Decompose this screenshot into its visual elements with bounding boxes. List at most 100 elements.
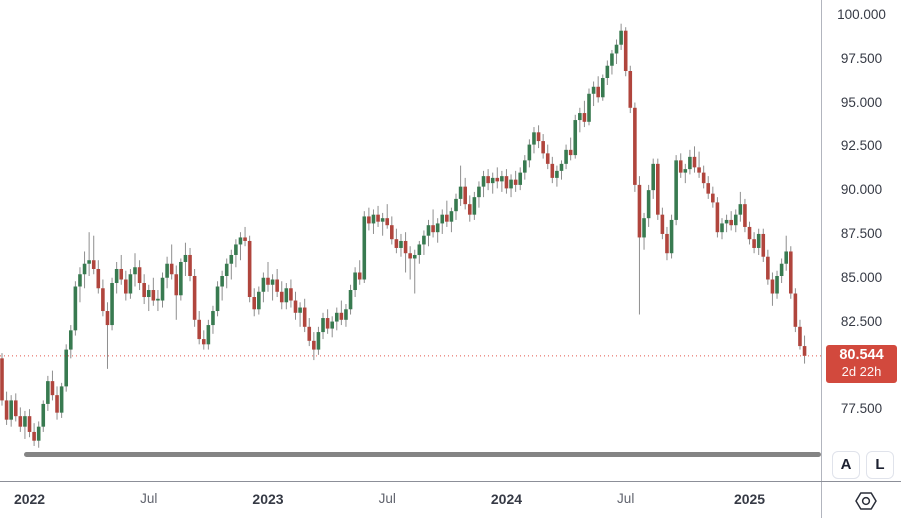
price-tick-label: 82.500 xyxy=(840,313,883,329)
candle-body xyxy=(179,261,183,296)
candle-body xyxy=(151,290,156,301)
candle-countdown: 2d 22h xyxy=(841,363,882,379)
candle-body xyxy=(101,288,105,312)
time-axis-label-2025: 2025 xyxy=(733,491,766,507)
candle-body xyxy=(490,177,495,184)
pane-separator-handle[interactable] xyxy=(24,452,821,457)
candle-body xyxy=(477,186,481,198)
candle-body xyxy=(449,211,454,222)
candle-body xyxy=(23,416,27,427)
candle-body xyxy=(784,251,789,264)
candle-body xyxy=(605,65,610,79)
candle-body xyxy=(747,226,752,240)
candle-body xyxy=(701,172,706,184)
candle-body xyxy=(733,214,738,226)
candle-body xyxy=(321,318,325,333)
candlestick-chart[interactable] xyxy=(0,0,821,481)
settings-icon xyxy=(855,492,877,510)
candle-body xyxy=(545,153,550,164)
candle-body xyxy=(169,263,174,275)
candle-body xyxy=(651,163,656,191)
candle-body xyxy=(578,113,582,121)
candle-body xyxy=(325,318,330,329)
price-tick-label: 95.000 xyxy=(840,94,883,110)
candle-body xyxy=(41,403,46,427)
candle-body xyxy=(64,349,68,387)
candle-body xyxy=(683,169,688,173)
candle-body xyxy=(380,218,385,222)
candle-body xyxy=(160,277,165,301)
candle-body xyxy=(36,426,41,441)
candle-body xyxy=(371,214,376,224)
candle-body xyxy=(114,268,119,284)
candle-body xyxy=(445,214,449,222)
candle-body xyxy=(798,326,802,347)
candle-body xyxy=(596,86,600,98)
candle-body xyxy=(486,176,490,184)
candle-body xyxy=(399,240,403,248)
auto-scale-button[interactable]: A xyxy=(832,451,860,479)
candle-body xyxy=(0,358,4,401)
candle-body xyxy=(619,30,623,45)
time-axis-settings-button[interactable] xyxy=(851,487,881,515)
candle-body xyxy=(252,297,257,310)
candle-body xyxy=(633,107,637,185)
candle-body xyxy=(656,163,660,215)
candle-body xyxy=(275,279,279,292)
candle-body xyxy=(688,156,692,170)
candle-body xyxy=(504,176,509,189)
time-axis-label-jul: Jul xyxy=(140,491,158,506)
candle-body xyxy=(600,78,605,98)
candle-body xyxy=(665,233,669,254)
candle-body xyxy=(440,214,445,224)
candle-body xyxy=(467,204,472,215)
candle-body xyxy=(165,263,169,278)
time-axis-label-2023: 2023 xyxy=(252,491,284,507)
candle-body xyxy=(724,219,729,224)
price-tick-label: 77.500 xyxy=(840,401,883,417)
candle-body xyxy=(564,149,568,164)
candle-body xyxy=(289,288,293,301)
candle-body xyxy=(73,286,78,331)
price-tick-label: 97.500 xyxy=(840,50,883,66)
candle-body xyxy=(743,204,747,227)
candle-body xyxy=(518,172,523,185)
candle-body xyxy=(463,186,467,205)
candle-body xyxy=(229,254,234,264)
candle-body xyxy=(32,431,36,441)
candle-body xyxy=(55,395,59,413)
candle-body xyxy=(298,307,302,313)
candle-body xyxy=(307,326,312,341)
candle-body xyxy=(431,225,435,233)
last-price-label: 80.544 2d 22h xyxy=(826,344,897,383)
candle-body xyxy=(536,132,541,142)
price-axis[interactable]: 80.544 2d 22h 100.000 97.500 95.000 92.500 9… xyxy=(822,0,901,481)
chart-pane[interactable] xyxy=(0,0,821,481)
candle-body xyxy=(660,214,665,234)
time-axis[interactable]: 2022 Jul 2023 Jul 2024 Jul 2025 xyxy=(0,482,821,518)
candle-body xyxy=(224,263,229,276)
candle-body xyxy=(738,204,743,215)
price-axis-border xyxy=(821,0,822,518)
candle-body xyxy=(550,163,555,178)
candle-body xyxy=(339,312,344,320)
candle-body xyxy=(706,183,711,194)
candle-body xyxy=(183,254,188,262)
candle-body xyxy=(192,276,197,320)
candle-body xyxy=(367,216,371,224)
candle-body xyxy=(87,260,91,264)
candle-body xyxy=(385,218,390,226)
candle-body xyxy=(119,268,124,280)
price-tick-label: 92.500 xyxy=(840,138,883,154)
candle-body xyxy=(316,332,321,350)
candle-body xyxy=(646,190,651,219)
candle-body xyxy=(390,225,394,240)
candle-body xyxy=(362,216,367,280)
log-scale-button[interactable]: L xyxy=(866,451,894,479)
candle-body xyxy=(426,225,431,236)
candle-body xyxy=(247,240,252,298)
candle-body xyxy=(472,197,477,215)
candle-body xyxy=(481,176,486,187)
candle-body xyxy=(330,321,334,329)
